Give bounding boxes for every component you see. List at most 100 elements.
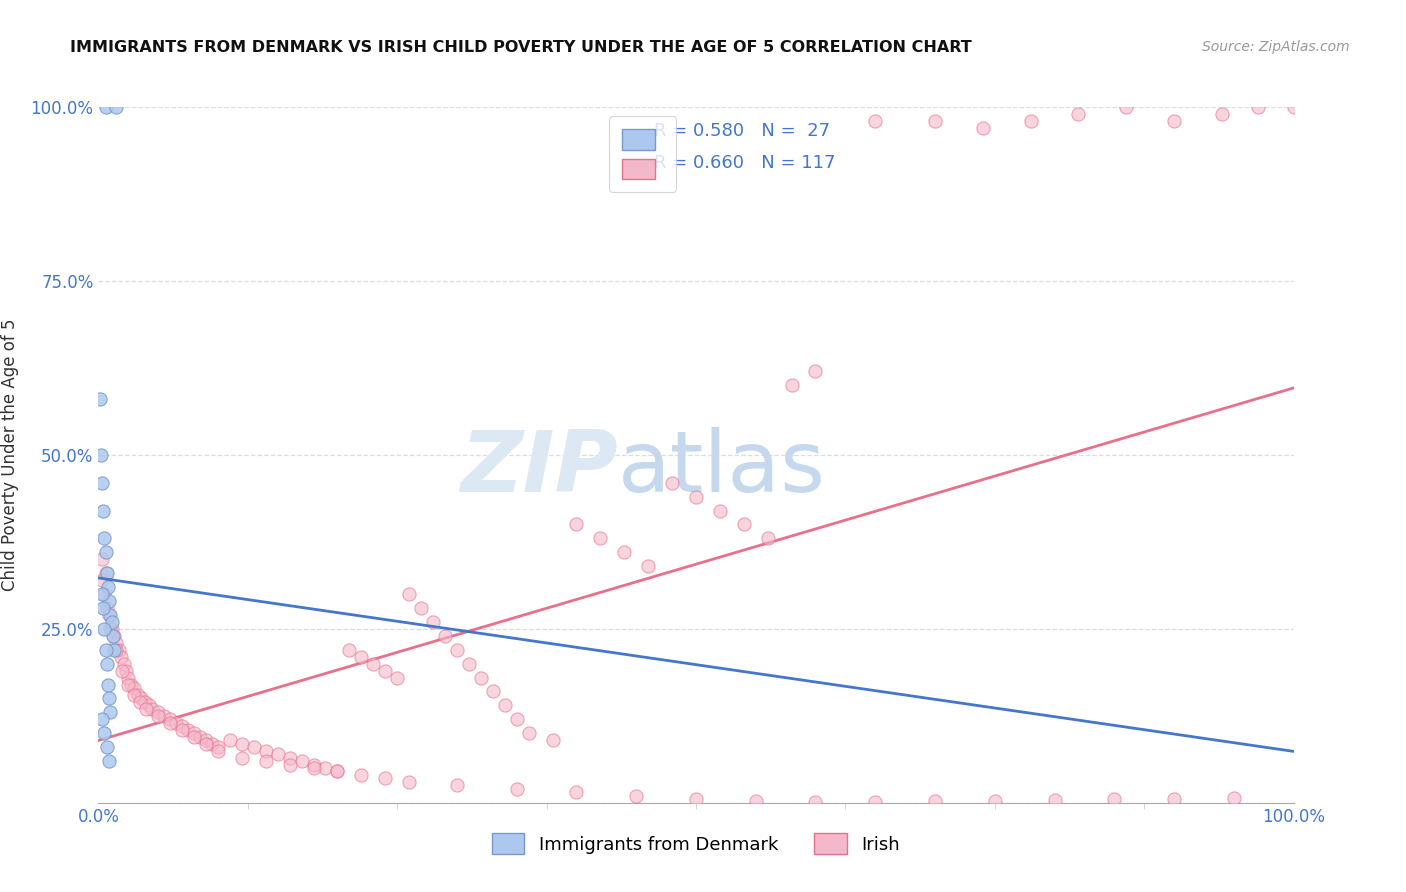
Point [183, 730, 205, 744]
Point [98, 607, 122, 622]
Point [153, 708, 176, 723]
Point [97, 580, 120, 594]
Point [201, 737, 224, 751]
Point [103, 629, 125, 643]
Point [613, 545, 636, 559]
Point [135, 702, 157, 716]
Point [865, 795, 887, 809]
Point [100, 615, 122, 629]
Point [541, 733, 564, 747]
Point [1163, 114, 1185, 128]
Point [804, 364, 827, 378]
Point [231, 737, 253, 751]
Point [434, 629, 457, 643]
Point [165, 715, 187, 730]
Point [1247, 100, 1270, 114]
Point [924, 794, 946, 808]
Point [494, 698, 516, 713]
Point [127, 688, 149, 702]
Point [278, 750, 301, 764]
Point [350, 649, 373, 664]
Point [172, 723, 194, 737]
Point [98, 691, 121, 706]
Point [105, 642, 128, 657]
Point [131, 691, 153, 706]
Point [93, 726, 115, 740]
Point [1211, 107, 1233, 121]
Point [1223, 791, 1246, 805]
Point [105, 636, 128, 650]
Point [446, 642, 468, 657]
Point [138, 698, 160, 713]
Point [756, 532, 779, 546]
Point [219, 733, 242, 747]
Point [94, 566, 117, 581]
Point [94, 642, 117, 657]
Point [326, 764, 349, 779]
Point [98, 594, 121, 608]
Point [745, 794, 768, 808]
Text: R = 0.660   N = 117: R = 0.660 N = 117 [654, 153, 835, 171]
Point [411, 601, 433, 615]
Point [91, 573, 114, 587]
Point [291, 754, 314, 768]
Point [105, 100, 128, 114]
Point [148, 706, 170, 720]
Point [398, 587, 420, 601]
Point [96, 601, 118, 615]
Point [115, 664, 138, 678]
Point [129, 695, 152, 709]
Point [1043, 793, 1066, 807]
Point [195, 733, 218, 747]
Point [506, 781, 529, 796]
Point [267, 747, 290, 761]
Point [101, 629, 124, 643]
Point [91, 712, 114, 726]
Point [231, 750, 253, 764]
Point [134, 695, 156, 709]
Point [89, 392, 111, 407]
Point [188, 730, 211, 744]
Point [685, 490, 707, 504]
Point [98, 622, 122, 636]
Point [302, 757, 325, 772]
Point [100, 622, 122, 636]
Point [96, 740, 118, 755]
Point [112, 657, 135, 671]
Point [91, 587, 114, 601]
Point [93, 587, 115, 601]
Point [90, 448, 112, 462]
Point [98, 607, 121, 622]
Point [91, 601, 114, 615]
Point [207, 740, 229, 755]
Point [972, 120, 994, 135]
Point [865, 114, 887, 128]
Point [124, 681, 146, 695]
Point [1282, 100, 1305, 114]
Point [1115, 100, 1137, 114]
Point [1104, 792, 1126, 806]
Point [177, 723, 200, 737]
Point [1163, 791, 1185, 805]
Legend: Immigrants from Denmark, Irish: Immigrants from Denmark, Irish [482, 824, 910, 863]
Point [626, 789, 648, 803]
Point [350, 768, 373, 782]
Point [93, 532, 115, 546]
Point [96, 657, 118, 671]
Point [195, 737, 218, 751]
Point [254, 744, 277, 758]
Point [96, 566, 118, 581]
Point [446, 778, 468, 793]
Point [91, 503, 114, 517]
Point [98, 706, 122, 720]
Point [172, 719, 194, 733]
Point [111, 664, 134, 678]
Text: atlas: atlas [619, 427, 827, 510]
Point [506, 712, 529, 726]
Point [385, 671, 409, 685]
Point [470, 671, 492, 685]
Point [254, 754, 277, 768]
Point [481, 684, 505, 698]
Point [117, 671, 139, 685]
Point [589, 532, 612, 546]
